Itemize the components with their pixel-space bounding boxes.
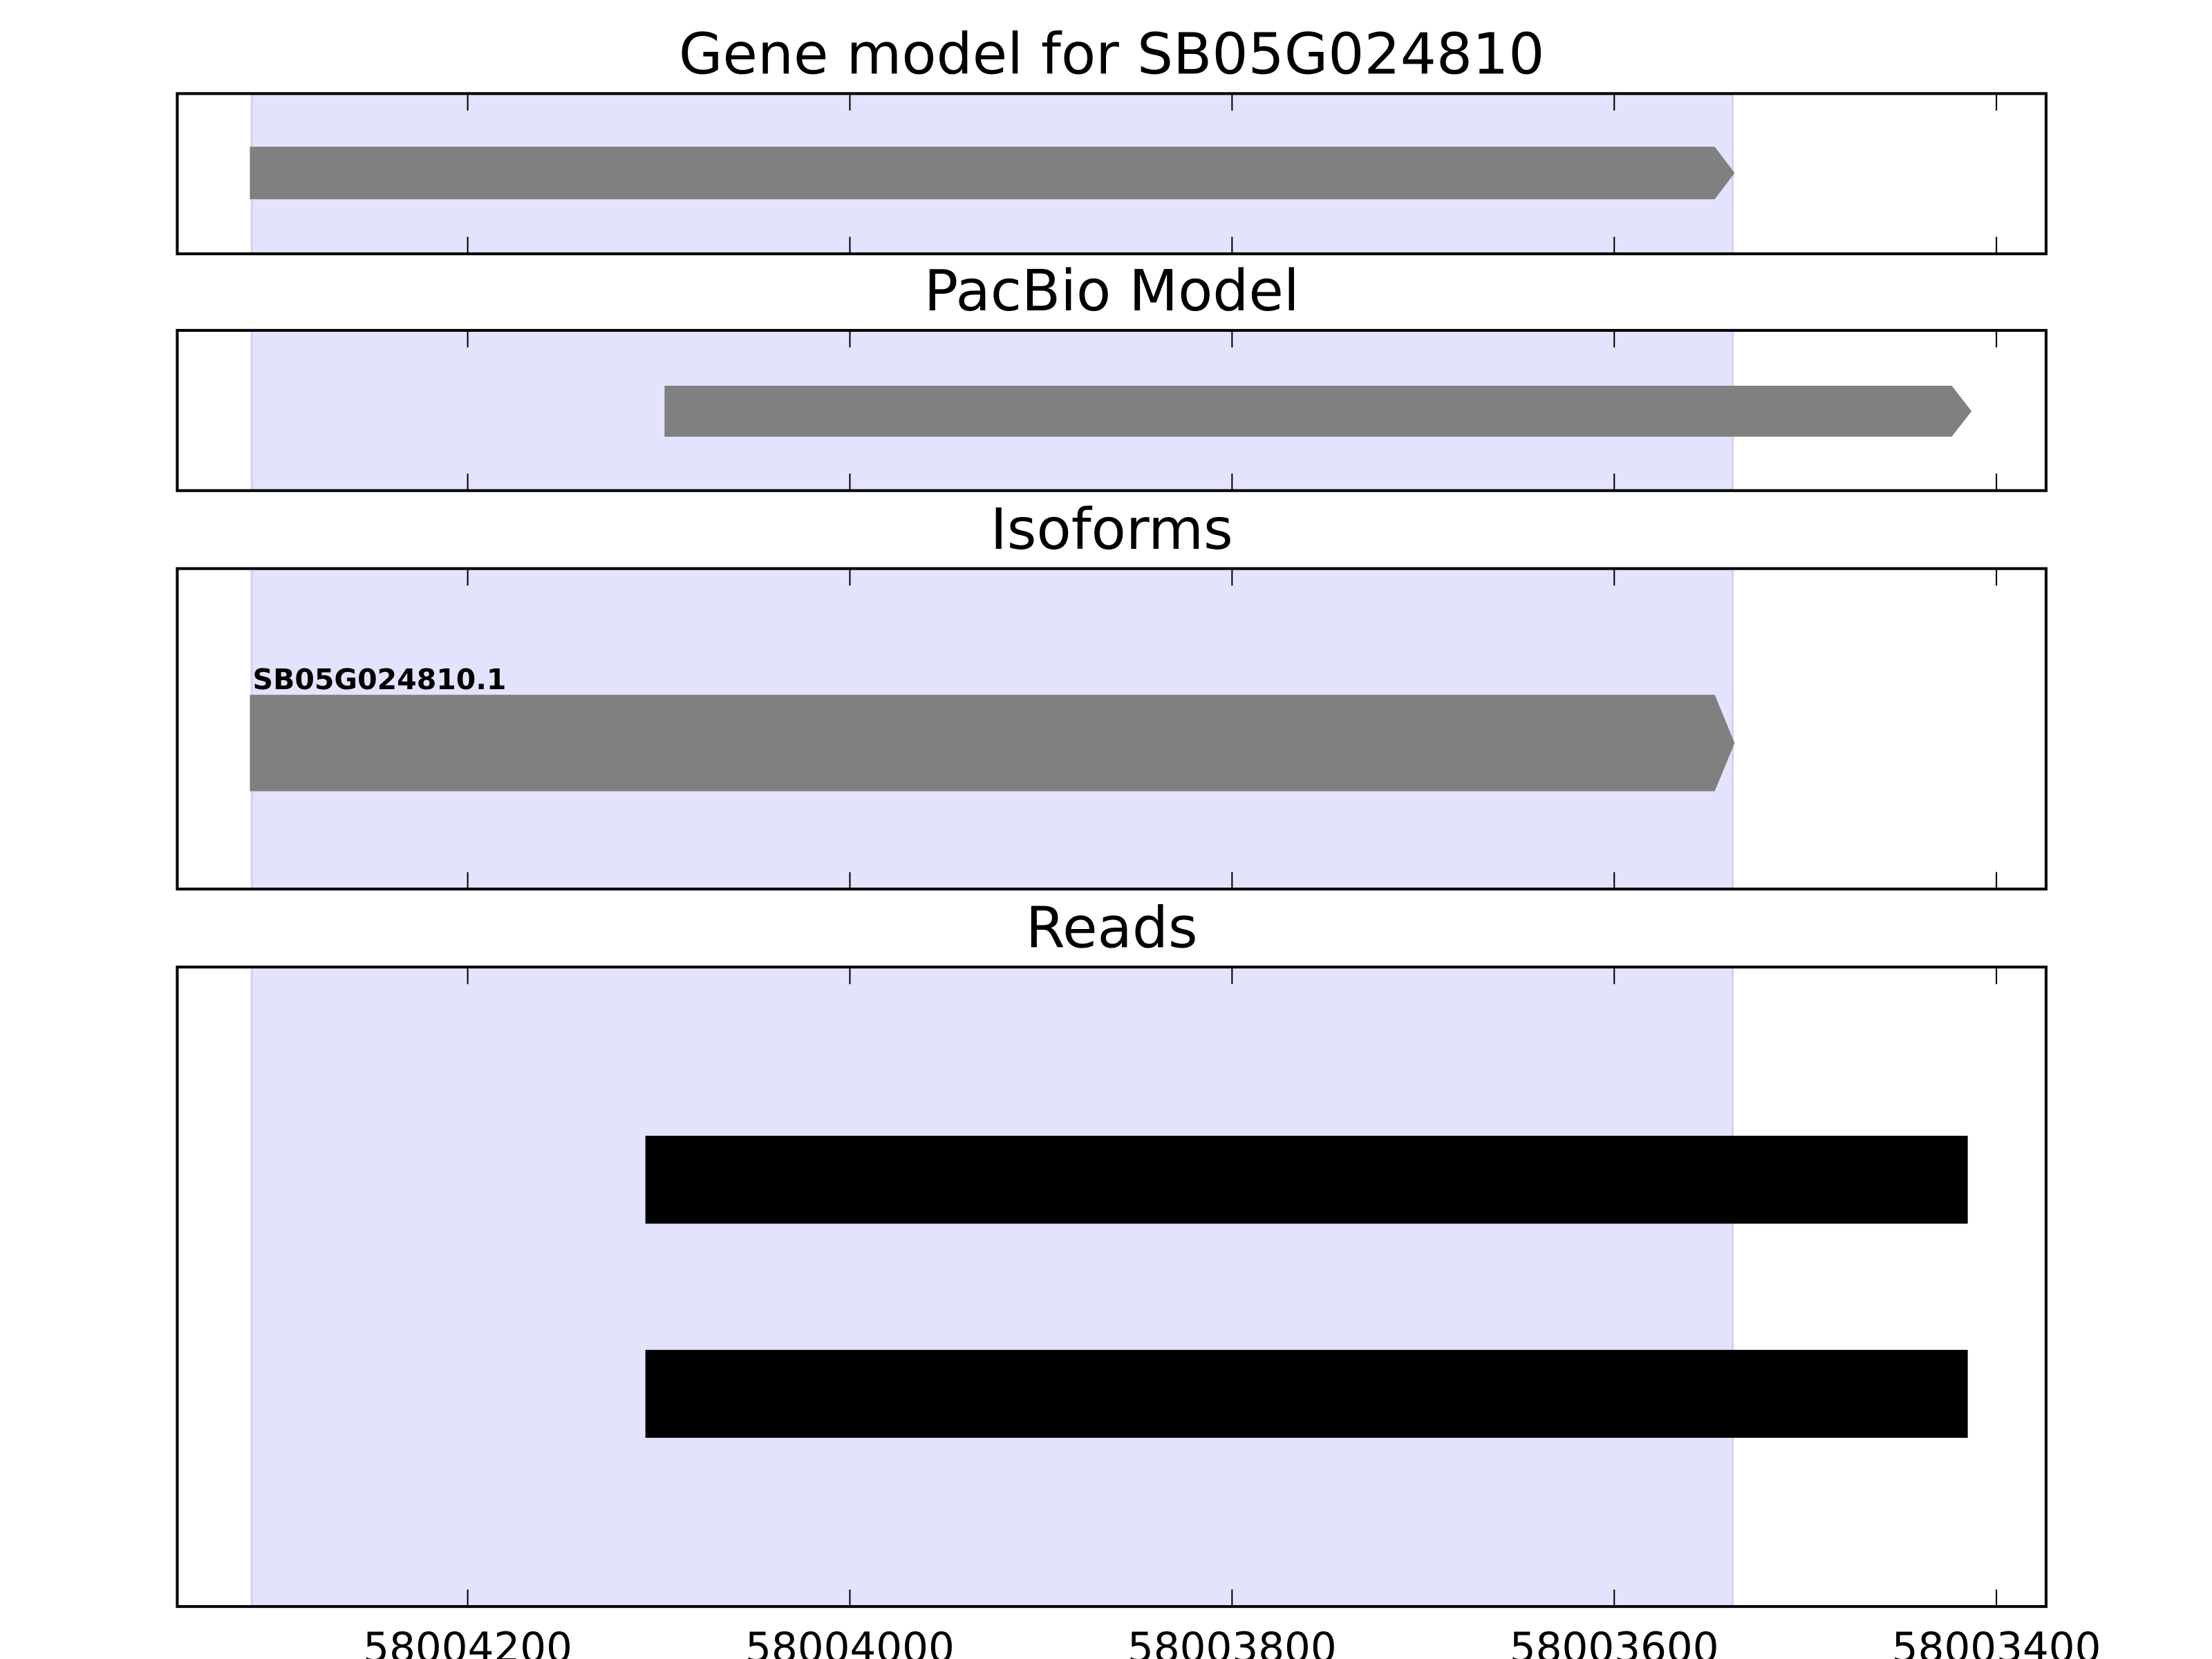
- feature-arrow: [250, 147, 1735, 200]
- panel-1: PacBio Model: [176, 259, 2048, 492]
- feature-arrow: [664, 385, 1972, 437]
- shaded-region: [252, 966, 1733, 1607]
- x-tick-label: 58003600: [1510, 1624, 1719, 1659]
- isoform-label: SB05G024810.1: [253, 663, 507, 696]
- panel-title: Gene model for SB05G024810: [679, 22, 1545, 88]
- panel-frame: [176, 567, 2048, 891]
- panel-3: Reads: [176, 895, 2048, 1609]
- x-tick-label: 58003800: [1127, 1624, 1337, 1659]
- read-bar: [645, 1136, 1968, 1224]
- panel-title: PacBio Model: [924, 259, 1300, 324]
- read-bar: [645, 1349, 1968, 1438]
- x-tick-label: 58004000: [745, 1624, 955, 1659]
- panel-title: Isoforms: [991, 497, 1233, 563]
- panel-title: Reads: [1026, 895, 1198, 961]
- panel-frame: [176, 328, 2048, 492]
- x-tick-label: 58003400: [1892, 1624, 2101, 1659]
- panel-frame: [176, 92, 2048, 256]
- x-tick-label: 58004200: [363, 1624, 572, 1659]
- panel-0: Gene model for SB05G024810: [176, 22, 2048, 256]
- panel-frame: [176, 965, 2048, 1609]
- feature-arrow: [250, 695, 1735, 791]
- panel-2: Isoforms SB05G024810.1: [176, 497, 2048, 891]
